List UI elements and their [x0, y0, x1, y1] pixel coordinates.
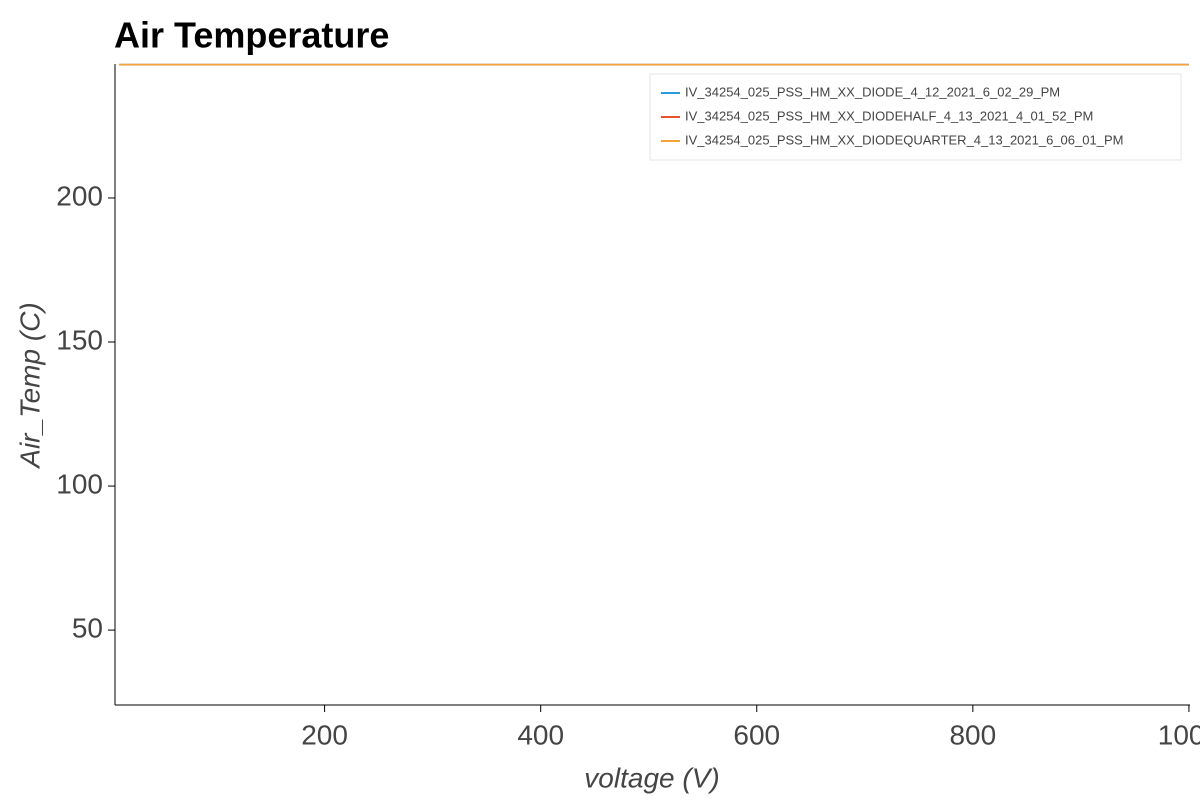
y-tick-label: 200	[56, 180, 103, 211]
x-tick-label: 200	[301, 719, 348, 750]
y-tick-label: 50	[72, 612, 103, 643]
x-tick-label: 400	[517, 719, 564, 750]
x-tick-label: 800	[949, 719, 996, 750]
x-tick-label: 600	[733, 719, 780, 750]
y-axis-label: Air_Temp (C)	[14, 302, 45, 469]
chart-title: Air Temperature	[114, 15, 389, 56]
legend-box	[649, 73, 1182, 161]
y-tick-label: 100	[56, 468, 103, 499]
legend-label: IV_34254_025_PSS_HM_XX_DIODEQUARTER_4_13…	[685, 132, 1123, 147]
x-axis-label: voltage (V)	[584, 762, 719, 793]
legend-label: IV_34254_025_PSS_HM_XX_DIODE_4_12_2021_6…	[685, 84, 1060, 99]
x-tick-label: 1000	[1158, 719, 1200, 750]
y-tick-label: 150	[56, 324, 103, 355]
legend-label: IV_34254_025_PSS_HM_XX_DIODEHALF_4_13_20…	[685, 108, 1093, 123]
